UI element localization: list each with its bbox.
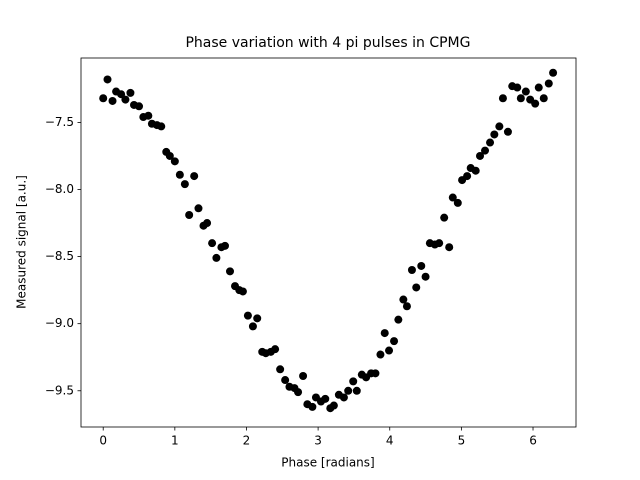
data-point xyxy=(463,172,472,181)
data-point xyxy=(121,95,130,104)
data-point xyxy=(185,210,194,219)
data-point xyxy=(440,213,449,222)
data-point xyxy=(539,94,548,103)
data-point xyxy=(108,96,117,105)
y-tick-label: −8.0 xyxy=(45,182,74,196)
data-point xyxy=(513,83,522,92)
x-tick-label: 5 xyxy=(458,434,466,448)
data-point xyxy=(448,193,457,202)
x-tick-label: 3 xyxy=(314,434,322,448)
data-point xyxy=(498,94,507,103)
data-point xyxy=(329,401,338,410)
data-point xyxy=(402,302,411,311)
data-point xyxy=(203,219,212,228)
x-tick-label: 4 xyxy=(386,434,394,448)
y-tick-label: −7.5 xyxy=(45,115,74,129)
data-point xyxy=(407,266,416,275)
data-point xyxy=(531,99,540,108)
data-point xyxy=(412,283,421,292)
data-point xyxy=(503,127,512,136)
data-point xyxy=(544,79,553,88)
data-point xyxy=(165,151,174,160)
data-point xyxy=(390,337,399,346)
data-point xyxy=(238,287,247,296)
y-tick-label: −9.5 xyxy=(45,383,74,397)
data-point xyxy=(495,122,504,131)
data-point xyxy=(294,388,303,397)
data-point xyxy=(243,311,252,320)
y-tick-label: −8.5 xyxy=(45,249,74,263)
data-point xyxy=(349,377,358,386)
data-point xyxy=(253,314,262,323)
data-point xyxy=(190,172,199,181)
data-point xyxy=(516,94,525,103)
data-point xyxy=(299,372,308,381)
data-point xyxy=(144,111,153,120)
data-point xyxy=(435,239,444,248)
x-tick-label: 0 xyxy=(99,434,107,448)
data-point xyxy=(339,393,348,402)
data-point xyxy=(170,157,179,166)
data-point xyxy=(490,130,499,139)
data-point xyxy=(534,83,543,92)
data-point xyxy=(376,350,385,359)
data-point xyxy=(276,365,285,374)
data-point xyxy=(226,267,235,276)
data-point xyxy=(117,90,126,99)
data-point xyxy=(421,272,430,281)
data-point xyxy=(380,329,389,338)
data-point xyxy=(476,151,485,160)
x-axis-label: Phase [radians] xyxy=(281,456,374,470)
x-tick-label: 1 xyxy=(171,434,179,448)
data-point xyxy=(175,170,184,179)
y-axis-label: Measured signal [a.u.] xyxy=(15,175,29,309)
x-tick-label: 2 xyxy=(243,434,251,448)
data-point xyxy=(471,166,480,175)
data-point xyxy=(126,88,135,97)
y-tick-label: −9.0 xyxy=(45,316,74,330)
data-point xyxy=(99,94,108,103)
data-point xyxy=(208,239,217,248)
data-point xyxy=(399,295,408,304)
data-point xyxy=(417,261,426,270)
data-point xyxy=(521,87,530,96)
data-point xyxy=(248,322,257,331)
data-point xyxy=(281,376,290,385)
data-point xyxy=(157,122,166,131)
data-point xyxy=(308,402,317,411)
data-point xyxy=(180,180,189,189)
data-point xyxy=(385,346,394,355)
x-tick-label: 6 xyxy=(529,434,537,448)
data-point xyxy=(321,394,330,403)
data-point xyxy=(371,369,380,378)
data-point xyxy=(271,345,280,354)
data-point xyxy=(212,253,221,262)
data-point xyxy=(220,241,229,250)
chart-title: Phase variation with 4 pi pulses in CPMG xyxy=(185,35,470,51)
data-point xyxy=(135,102,144,111)
data-point xyxy=(194,204,203,213)
data-point xyxy=(344,386,353,395)
data-point xyxy=(445,243,454,252)
data-point xyxy=(352,386,361,395)
plot-frame xyxy=(80,57,577,428)
data-point xyxy=(549,68,558,77)
data-point xyxy=(453,198,462,207)
data-point xyxy=(103,75,112,84)
data-point xyxy=(394,315,403,324)
data-point xyxy=(486,138,495,147)
data-point xyxy=(481,146,490,155)
